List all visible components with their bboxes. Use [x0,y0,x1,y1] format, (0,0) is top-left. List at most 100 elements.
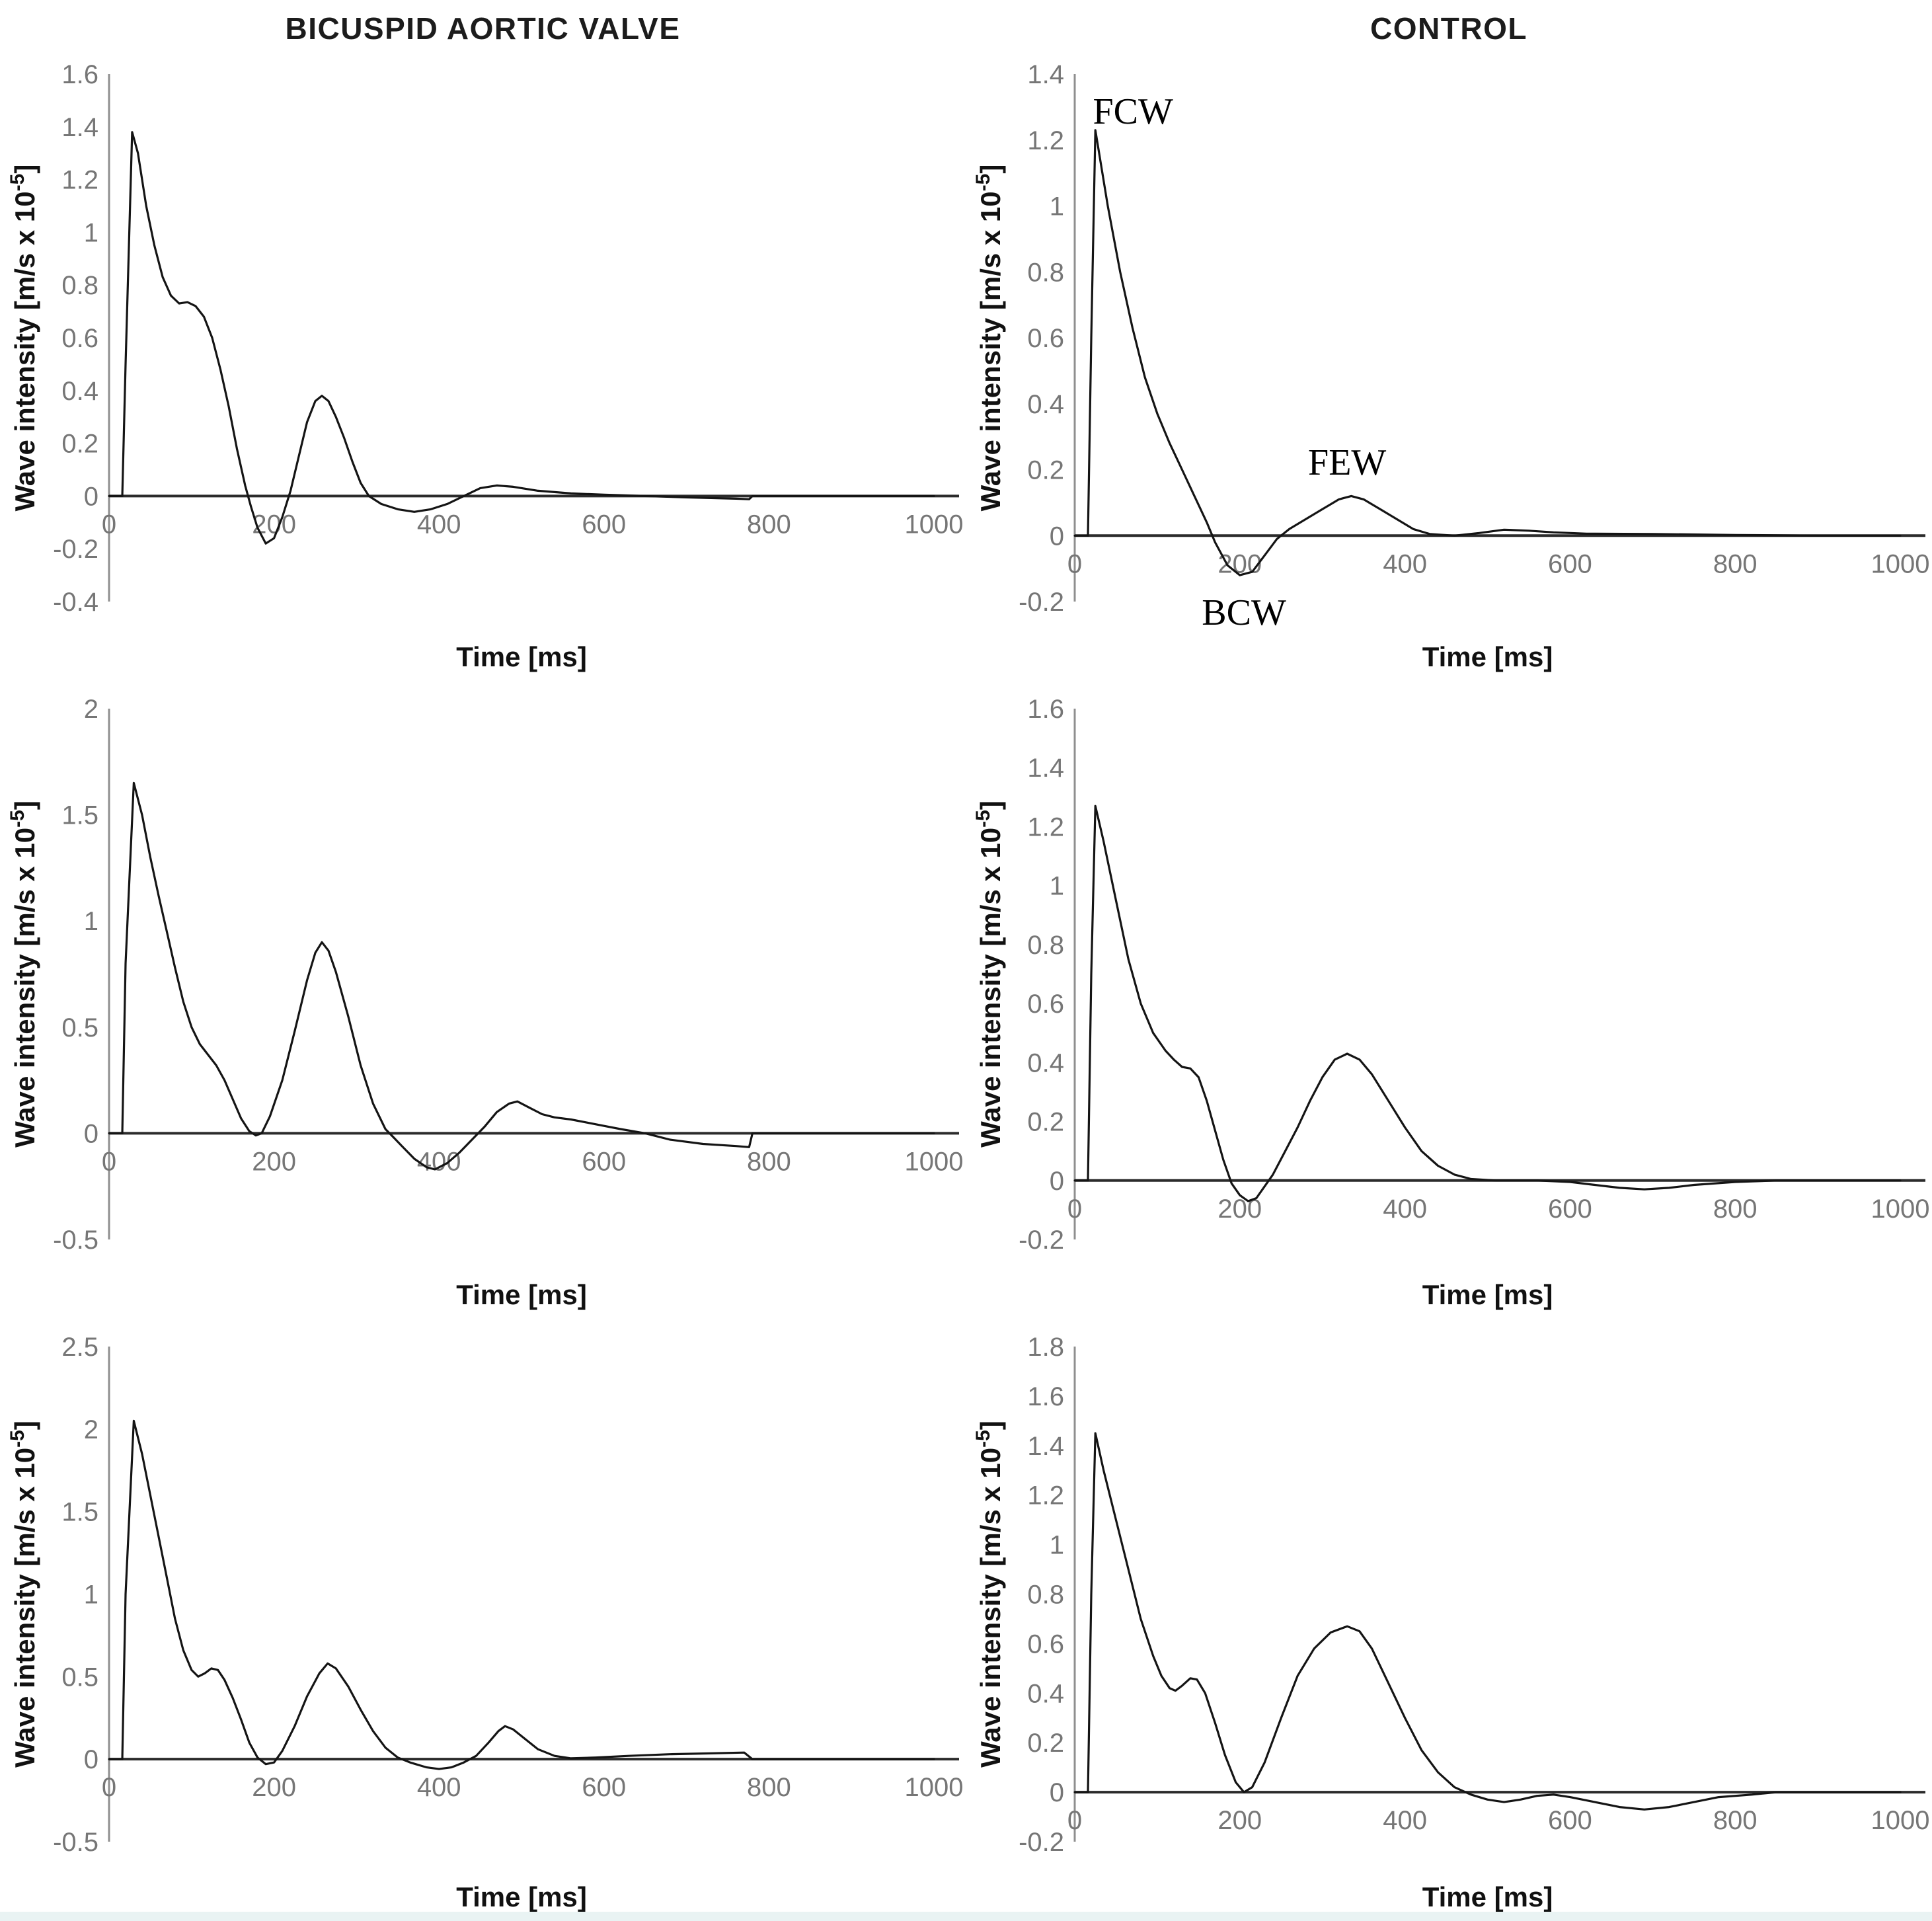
x-tick-label: 800 [1713,549,1758,578]
wave-annotation-few: FEW [1308,442,1386,483]
y-tick-label: 0.2 [1027,1108,1064,1137]
subplot-bav-row3: 2.5 2 1.5 1 0.5 0 -0.5 0 200 400 600 800 1000 Time [m… [0,1319,966,1921]
y-tick-label: 0.4 [1027,390,1064,419]
x-tick-label: 0 [102,510,116,539]
y-axis-label: Wave intensity [m/s x 10-5] [7,801,40,1148]
y-tick-label: 0.2 [1027,1729,1064,1758]
x-tick-label: 600 [582,1773,626,1802]
x-tick-label: 800 [747,510,791,539]
column-title-control: CONTROL [1370,11,1527,46]
x-tick-label: 200 [1217,1806,1262,1835]
y-tick-label: 0.4 [1027,1679,1064,1708]
y-tick-label: 2 [84,1415,98,1444]
y-axis-label: Wave intensity [m/s x 10-5] [972,165,1006,512]
x-tick-label: 600 [582,510,626,539]
y-tick-label: 1.2 [1027,126,1064,155]
subplot-control-row1: CONTROL 1.4 1.2 1 0.8 0.6 0.4 0.2 0 -0.2 0 200 400 6… [966,0,1932,681]
y-tick-label: 0.6 [1027,324,1064,353]
y-tick-label: 1 [1050,872,1064,901]
y-tick-label: 0.6 [61,324,98,353]
x-axis-label: Time [ms] [456,1279,587,1310]
x-tick-label: 800 [1713,1806,1758,1835]
subplot-bav-row2: 2 1.5 1 0.5 0 -0.5 0 200 400 600 800 1000 Time [ms] W… [0,681,966,1319]
bav-row2-chart: 2 1.5 1 0.5 0 -0.5 0 200 400 600 800 1000 Time [ms] W… [7,695,964,1310]
x-tick-label: 800 [747,1773,791,1802]
x-tick-label: 0 [1067,1195,1082,1224]
x-tick-label: 0 [1067,549,1082,578]
x-tick-label: 200 [252,510,296,539]
y-tick-label: 0.2 [1027,456,1064,485]
x-tick-label: 1000 [905,510,964,539]
y-tick-label: -0.4 [53,588,98,617]
y-tick-label: 1.5 [61,1498,98,1527]
y-tick-label: 0.5 [61,1013,98,1042]
y-axis-label: Wave intensity [m/s x 10-5] [7,165,40,512]
x-tick-label: 400 [1383,549,1427,578]
x-tick-label: 600 [1548,549,1592,578]
bav-row1-chart: 1.61.41.210.80.60.40.20-0.2-0.40 200 400 60… [7,60,964,672]
x-tick-label: 1000 [1871,1806,1930,1835]
x-tick-label: 1000 [1871,549,1930,578]
bottom-accent-strip [0,1912,1932,1921]
x-tick-label: 0 [102,1773,116,1802]
y-tick-label: -0.2 [1019,588,1064,617]
wave-intensity-curve [1073,804,1902,1202]
y-tick-label: 1 [1050,192,1064,221]
x-tick-label: 400 [417,1773,461,1802]
x-axis-label: Time [ms] [1422,641,1553,672]
x-tick-label: 600 [1548,1195,1592,1224]
wave-intensity-curve [108,131,935,545]
x-tick-label: 600 [1548,1806,1592,1835]
y-axis-label: Wave intensity [m/s x 10-5] [7,1421,40,1768]
y-tick-label: 1.2 [1027,1481,1064,1510]
y-tick-label: 0 [1050,1167,1064,1196]
y-tick-label: 1.5 [61,801,98,830]
y-tick-label: -0.5 [53,1226,98,1255]
y-tick-label: -0.2 [1019,1828,1064,1857]
y-tick-label: 0 [84,482,98,511]
wave-annotation-fcw: FCW [1093,91,1173,132]
control-row2-chart: 1.61.41.210.80.60.40.20-0.20 200 400 600 800… [972,695,1930,1310]
x-axis-label: Time [ms] [456,641,587,672]
x-axis-label: Time [ms] [456,1881,587,1912]
wave-intensity-curve [1073,129,1902,576]
x-tick-label: 200 [252,1773,296,1802]
y-tick-label: 2.5 [61,1333,98,1362]
y-axis-label: Wave intensity [m/s x 10-5] [972,801,1006,1148]
x-tick-label: 400 [417,1147,461,1176]
y-tick-label: -0.5 [53,1828,98,1857]
y-tick-label: 0.6 [1027,1629,1064,1659]
column-title-bicuspid: BICUSPID AORTIC VALVE [285,11,681,46]
x-tick-label: 200 [1217,549,1262,578]
x-axis-label: Time [ms] [1422,1279,1553,1310]
y-tick-label: 0 [1050,522,1064,551]
x-tick-label: 1000 [905,1147,964,1176]
y-tick-label: 0.4 [1027,1048,1064,1078]
y-tick-label: 0.5 [61,1663,98,1692]
x-tick-label: 600 [582,1147,626,1176]
wave-annotation-bcw: BCW [1202,592,1286,633]
x-tick-label: 200 [252,1147,296,1176]
y-tick-label: 1.2 [1027,812,1064,842]
y-tick-label: -0.2 [1019,1226,1064,1255]
y-tick-label: 0 [84,1119,98,1148]
x-tick-label: 400 [1383,1195,1427,1224]
y-tick-label: 0.8 [1027,931,1064,960]
y-tick-label: 1 [84,907,98,936]
y-tick-label: 0.4 [61,377,98,406]
y-tick-label: 1 [84,218,98,247]
wave-intensity-curve [108,781,935,1171]
y-tick-label: 1.6 [61,60,98,89]
y-tick-label: 1.2 [61,166,98,195]
y-tick-label: 1.4 [61,113,98,142]
x-tick-label: 800 [747,1147,791,1176]
y-tick-label: 1.6 [1027,1382,1064,1411]
x-tick-label: 1000 [1871,1195,1930,1224]
x-axis-label: Time [ms] [1422,1881,1553,1912]
y-tick-label: 1.4 [1027,60,1064,89]
x-tick-label: 0 [1067,1806,1082,1835]
y-tick-label: 0.8 [1027,1581,1064,1610]
x-tick-label: 800 [1713,1195,1758,1224]
control-row3-chart: 1.81.61.41.210.80.60.40.20-0.20 200 400 600… [972,1333,1930,1912]
